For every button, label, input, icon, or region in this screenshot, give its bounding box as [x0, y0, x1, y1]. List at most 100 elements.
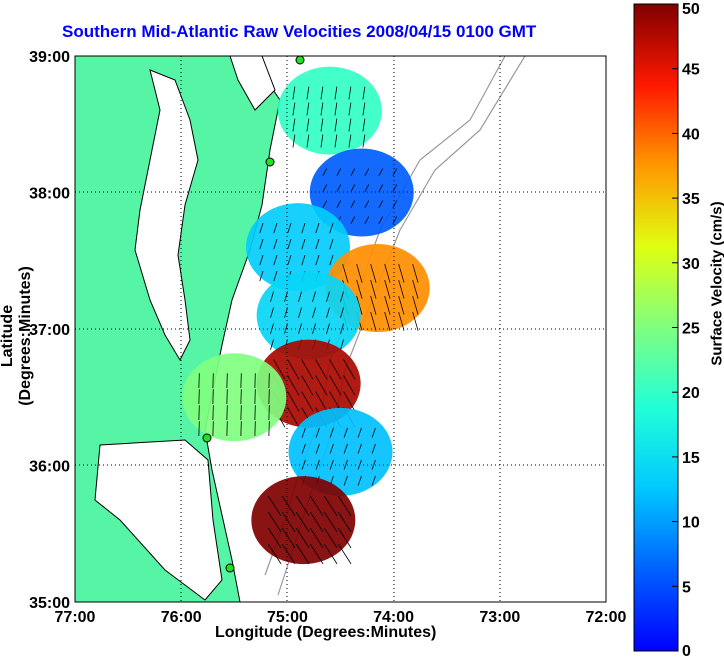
colorbar-tick-label: 20 [682, 385, 700, 402]
velocity-vector [309, 511, 324, 533]
velocity-vector [281, 511, 296, 533]
y-tick-label: 39:00 [29, 49, 70, 66]
velocity-vector [412, 311, 419, 331]
velocity-vector [315, 375, 328, 396]
velocity-vector [270, 323, 275, 334]
velocity-vector [301, 254, 306, 266]
velocity-patch [309, 148, 414, 237]
velocity-vector [301, 375, 314, 396]
velocity-vector [273, 238, 278, 250]
velocity-vector [273, 254, 278, 266]
velocity-patch [251, 476, 356, 565]
velocity-vector [292, 118, 296, 132]
velocity-vector [370, 311, 377, 331]
velocity-vector [320, 134, 324, 148]
velocity-vector [301, 238, 306, 250]
x-tick-label: 76:00 [161, 609, 202, 626]
velocity-vector [298, 323, 303, 334]
colorbar-tick-label: 25 [682, 321, 700, 338]
velocity-vector [281, 495, 296, 517]
velocity-vector [292, 86, 296, 100]
velocity-vector [364, 216, 370, 224]
velocity-vector [350, 168, 356, 176]
velocity-vector [356, 279, 363, 299]
velocity-vector [350, 200, 356, 208]
velocity-vector [356, 263, 363, 283]
colorbar-tick-label: 0 [682, 643, 691, 659]
velocity-vector [309, 495, 324, 517]
y-axis-label: Latitude (Degrees:Minutes) [0, 266, 34, 406]
velocity-vector [343, 427, 348, 438]
velocity-vector [315, 443, 320, 454]
velocity-vector [364, 168, 370, 176]
x-axis-label: Longitude (Degrees:Minutes) [215, 624, 437, 641]
colorbar-tick-label: 5 [682, 579, 691, 596]
velocity-vector [306, 102, 310, 116]
velocity-vector [392, 184, 398, 192]
velocity-vector [320, 118, 324, 132]
velocity-vector [336, 200, 342, 208]
x-tick-label: 73:00 [479, 609, 520, 626]
velocity-vector [323, 511, 338, 533]
velocity-vector [329, 359, 342, 380]
velocity-vector [342, 263, 349, 283]
velocity-vector [371, 443, 376, 454]
velocity-vector [337, 527, 352, 549]
velocity-vector [287, 254, 292, 266]
velocity-vector [348, 118, 352, 132]
y-tick-label: 38:00 [29, 186, 70, 203]
velocity-vector [315, 459, 320, 470]
velocity-vector [306, 134, 310, 148]
velocity-vector [295, 543, 310, 565]
velocity-vector [371, 459, 376, 470]
velocity-vector [322, 168, 328, 176]
velocity-vector [378, 216, 384, 224]
velocity-vector [398, 279, 405, 299]
velocity-vector [392, 168, 398, 176]
velocity-vector [340, 307, 345, 318]
velocity-vector [343, 391, 356, 412]
colorbar-tick-label: 30 [682, 256, 700, 273]
velocity-vector [370, 279, 377, 299]
velocity-vector [309, 527, 324, 549]
y-axis-ticks: 39:00 38:00 37:00 36:00 35:00 [29, 49, 70, 612]
velocity-vector [384, 311, 391, 331]
x-tick-label: 75:00 [267, 609, 308, 626]
velocity-vector [398, 295, 405, 315]
velocity-vector [312, 307, 317, 318]
velocity-vector [287, 391, 300, 412]
velocity-vector [287, 359, 300, 380]
velocity-vector [267, 511, 282, 533]
velocity-vector [357, 443, 362, 454]
velocity-vector [362, 102, 366, 116]
velocity-vector [357, 475, 362, 486]
velocity-vector [295, 527, 310, 549]
velocity-vector [329, 238, 334, 250]
velocity-vector [315, 391, 328, 412]
velocity-vector [259, 254, 264, 266]
velocity-vector [273, 359, 286, 380]
velocity-vector [309, 543, 324, 565]
velocity-vector [284, 291, 289, 302]
velocity-vector [301, 427, 306, 438]
velocity-vector [315, 359, 328, 380]
velocity-vector [348, 102, 352, 116]
radar-station-marker [202, 433, 212, 443]
velocity-vector [412, 295, 419, 315]
velocity-vector [364, 200, 370, 208]
colorbar-tick-label: 10 [682, 515, 700, 532]
velocity-vector [267, 495, 282, 517]
y-tick-label: 37:00 [29, 322, 70, 339]
velocity-vector [336, 184, 342, 192]
velocity-vector [337, 495, 352, 517]
velocity-vector [315, 222, 320, 234]
velocity-vector [350, 216, 356, 224]
velocity-vector [343, 475, 348, 486]
velocity-vector [267, 527, 282, 549]
colorbar-label: Surface Velocity (cm/s) [708, 201, 724, 366]
velocity-vector [362, 134, 366, 148]
velocity-vector [323, 543, 338, 565]
x-tick-label: 74:00 [373, 609, 414, 626]
velocity-vector [295, 511, 310, 533]
